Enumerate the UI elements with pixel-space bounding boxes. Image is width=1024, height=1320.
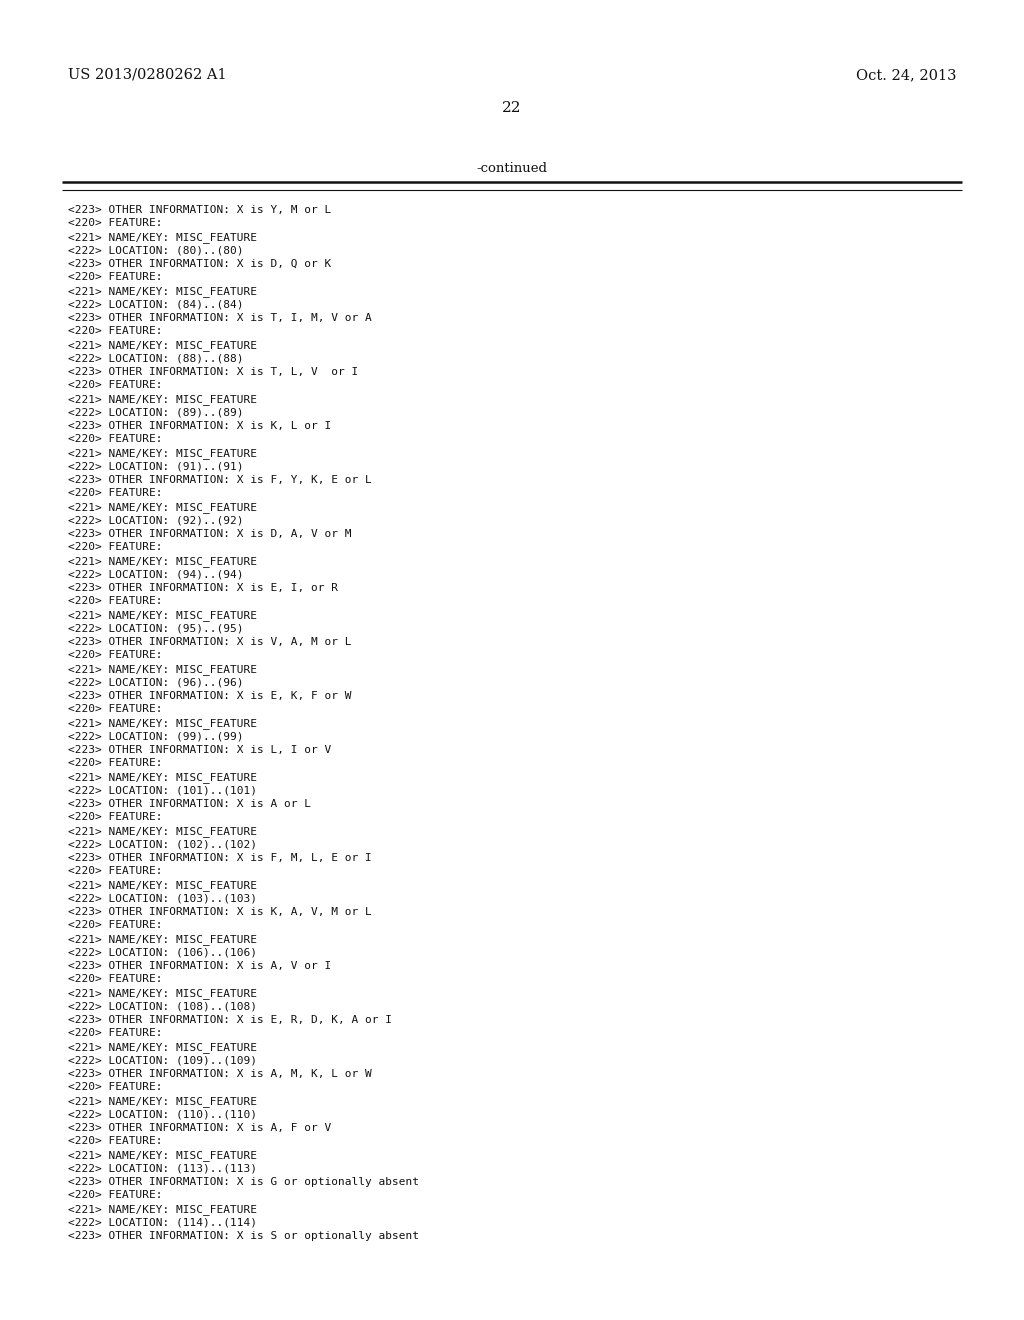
Text: <223> OTHER INFORMATION: X is E, R, D, K, A or I: <223> OTHER INFORMATION: X is E, R, D, K… [68, 1015, 392, 1026]
Text: <222> LOCATION: (113)..(113): <222> LOCATION: (113)..(113) [68, 1163, 257, 1173]
Text: <223> OTHER INFORMATION: X is T, L, V  or I: <223> OTHER INFORMATION: X is T, L, V or… [68, 367, 358, 378]
Text: <223> OTHER INFORMATION: X is A, V or I: <223> OTHER INFORMATION: X is A, V or I [68, 961, 331, 972]
Text: <221> NAME/KEY: MISC_FEATURE: <221> NAME/KEY: MISC_FEATURE [68, 341, 257, 351]
Text: <222> LOCATION: (95)..(95): <222> LOCATION: (95)..(95) [68, 623, 244, 634]
Text: <220> FEATURE:: <220> FEATURE: [68, 272, 163, 282]
Text: Oct. 24, 2013: Oct. 24, 2013 [855, 69, 956, 82]
Text: <221> NAME/KEY: MISC_FEATURE: <221> NAME/KEY: MISC_FEATURE [68, 1150, 257, 1160]
Text: <221> NAME/KEY: MISC_FEATURE: <221> NAME/KEY: MISC_FEATURE [68, 610, 257, 620]
Text: <222> LOCATION: (114)..(114): <222> LOCATION: (114)..(114) [68, 1217, 257, 1228]
Text: <222> LOCATION: (91)..(91): <222> LOCATION: (91)..(91) [68, 462, 244, 471]
Text: <221> NAME/KEY: MISC_FEATURE: <221> NAME/KEY: MISC_FEATURE [68, 987, 257, 999]
Text: <222> LOCATION: (88)..(88): <222> LOCATION: (88)..(88) [68, 354, 244, 363]
Text: <223> OTHER INFORMATION: X is F, Y, K, E or L: <223> OTHER INFORMATION: X is F, Y, K, E… [68, 475, 372, 484]
Text: <220> FEATURE:: <220> FEATURE: [68, 1028, 163, 1039]
Text: <220> FEATURE:: <220> FEATURE: [68, 434, 163, 445]
Text: <223> OTHER INFORMATION: X is E, I, or R: <223> OTHER INFORMATION: X is E, I, or R [68, 583, 338, 593]
Text: <220> FEATURE:: <220> FEATURE: [68, 866, 163, 876]
Text: <223> OTHER INFORMATION: X is Y, M or L: <223> OTHER INFORMATION: X is Y, M or L [68, 205, 331, 215]
Text: <222> LOCATION: (89)..(89): <222> LOCATION: (89)..(89) [68, 408, 244, 417]
Text: <221> NAME/KEY: MISC_FEATURE: <221> NAME/KEY: MISC_FEATURE [68, 556, 257, 566]
Text: <221> NAME/KEY: MISC_FEATURE: <221> NAME/KEY: MISC_FEATURE [68, 447, 257, 459]
Text: <222> LOCATION: (94)..(94): <222> LOCATION: (94)..(94) [68, 569, 244, 579]
Text: <223> OTHER INFORMATION: X is G or optionally absent: <223> OTHER INFORMATION: X is G or optio… [68, 1177, 419, 1187]
Text: 22: 22 [502, 102, 522, 115]
Text: <222> LOCATION: (92)..(92): <222> LOCATION: (92)..(92) [68, 516, 244, 525]
Text: <222> LOCATION: (103)..(103): <222> LOCATION: (103)..(103) [68, 894, 257, 903]
Text: <221> NAME/KEY: MISC_FEATURE: <221> NAME/KEY: MISC_FEATURE [68, 502, 257, 513]
Text: <220> FEATURE:: <220> FEATURE: [68, 759, 163, 768]
Text: US 2013/0280262 A1: US 2013/0280262 A1 [68, 69, 226, 82]
Text: <221> NAME/KEY: MISC_FEATURE: <221> NAME/KEY: MISC_FEATURE [68, 286, 257, 297]
Text: <221> NAME/KEY: MISC_FEATURE: <221> NAME/KEY: MISC_FEATURE [68, 393, 257, 405]
Text: <223> OTHER INFORMATION: X is A, F or V: <223> OTHER INFORMATION: X is A, F or V [68, 1123, 331, 1133]
Text: <223> OTHER INFORMATION: X is T, I, M, V or A: <223> OTHER INFORMATION: X is T, I, M, V… [68, 313, 372, 323]
Text: <220> FEATURE:: <220> FEATURE: [68, 651, 163, 660]
Text: <220> FEATURE:: <220> FEATURE: [68, 974, 163, 985]
Text: <221> NAME/KEY: MISC_FEATURE: <221> NAME/KEY: MISC_FEATURE [68, 1096, 257, 1107]
Text: <220> FEATURE:: <220> FEATURE: [68, 920, 163, 931]
Text: <222> LOCATION: (99)..(99): <222> LOCATION: (99)..(99) [68, 731, 244, 742]
Text: <221> NAME/KEY: MISC_FEATURE: <221> NAME/KEY: MISC_FEATURE [68, 880, 257, 891]
Text: <223> OTHER INFORMATION: X is L, I or V: <223> OTHER INFORMATION: X is L, I or V [68, 744, 331, 755]
Text: <220> FEATURE:: <220> FEATURE: [68, 543, 163, 553]
Text: <222> LOCATION: (110)..(110): <222> LOCATION: (110)..(110) [68, 1110, 257, 1119]
Text: -continued: -continued [476, 161, 548, 174]
Text: <223> OTHER INFORMATION: X is S or optionally absent: <223> OTHER INFORMATION: X is S or optio… [68, 1232, 419, 1241]
Text: <221> NAME/KEY: MISC_FEATURE: <221> NAME/KEY: MISC_FEATURE [68, 1204, 257, 1214]
Text: <221> NAME/KEY: MISC_FEATURE: <221> NAME/KEY: MISC_FEATURE [68, 232, 257, 243]
Text: <220> FEATURE:: <220> FEATURE: [68, 705, 163, 714]
Text: <220> FEATURE:: <220> FEATURE: [68, 597, 163, 606]
Text: <222> LOCATION: (108)..(108): <222> LOCATION: (108)..(108) [68, 1002, 257, 1011]
Text: <223> OTHER INFORMATION: X is E, K, F or W: <223> OTHER INFORMATION: X is E, K, F or… [68, 690, 351, 701]
Text: <221> NAME/KEY: MISC_FEATURE: <221> NAME/KEY: MISC_FEATURE [68, 718, 257, 729]
Text: <223> OTHER INFORMATION: X is K, L or I: <223> OTHER INFORMATION: X is K, L or I [68, 421, 331, 432]
Text: <222> LOCATION: (84)..(84): <222> LOCATION: (84)..(84) [68, 300, 244, 309]
Text: <223> OTHER INFORMATION: X is V, A, M or L: <223> OTHER INFORMATION: X is V, A, M or… [68, 638, 351, 647]
Text: <222> LOCATION: (80)..(80): <222> LOCATION: (80)..(80) [68, 246, 244, 256]
Text: <223> OTHER INFORMATION: X is A, M, K, L or W: <223> OTHER INFORMATION: X is A, M, K, L… [68, 1069, 372, 1078]
Text: <220> FEATURE:: <220> FEATURE: [68, 488, 163, 499]
Text: <220> FEATURE:: <220> FEATURE: [68, 1082, 163, 1093]
Text: <221> NAME/KEY: MISC_FEATURE: <221> NAME/KEY: MISC_FEATURE [68, 772, 257, 783]
Text: <220> FEATURE:: <220> FEATURE: [68, 380, 163, 391]
Text: <223> OTHER INFORMATION: X is K, A, V, M or L: <223> OTHER INFORMATION: X is K, A, V, M… [68, 907, 372, 917]
Text: <223> OTHER INFORMATION: X is F, M, L, E or I: <223> OTHER INFORMATION: X is F, M, L, E… [68, 853, 372, 863]
Text: <222> LOCATION: (96)..(96): <222> LOCATION: (96)..(96) [68, 677, 244, 688]
Text: <223> OTHER INFORMATION: X is A or L: <223> OTHER INFORMATION: X is A or L [68, 799, 311, 809]
Text: <220> FEATURE:: <220> FEATURE: [68, 326, 163, 337]
Text: <221> NAME/KEY: MISC_FEATURE: <221> NAME/KEY: MISC_FEATURE [68, 1041, 257, 1053]
Text: <220> FEATURE:: <220> FEATURE: [68, 1137, 163, 1147]
Text: <221> NAME/KEY: MISC_FEATURE: <221> NAME/KEY: MISC_FEATURE [68, 664, 257, 675]
Text: <222> LOCATION: (109)..(109): <222> LOCATION: (109)..(109) [68, 1056, 257, 1065]
Text: <222> LOCATION: (102)..(102): <222> LOCATION: (102)..(102) [68, 840, 257, 850]
Text: <220> FEATURE:: <220> FEATURE: [68, 813, 163, 822]
Text: <220> FEATURE:: <220> FEATURE: [68, 1191, 163, 1200]
Text: <222> LOCATION: (106)..(106): <222> LOCATION: (106)..(106) [68, 948, 257, 957]
Text: <221> NAME/KEY: MISC_FEATURE: <221> NAME/KEY: MISC_FEATURE [68, 826, 257, 837]
Text: <221> NAME/KEY: MISC_FEATURE: <221> NAME/KEY: MISC_FEATURE [68, 935, 257, 945]
Text: <222> LOCATION: (101)..(101): <222> LOCATION: (101)..(101) [68, 785, 257, 796]
Text: <223> OTHER INFORMATION: X is D, Q or K: <223> OTHER INFORMATION: X is D, Q or K [68, 259, 331, 269]
Text: <223> OTHER INFORMATION: X is D, A, V or M: <223> OTHER INFORMATION: X is D, A, V or… [68, 529, 351, 539]
Text: <220> FEATURE:: <220> FEATURE: [68, 219, 163, 228]
